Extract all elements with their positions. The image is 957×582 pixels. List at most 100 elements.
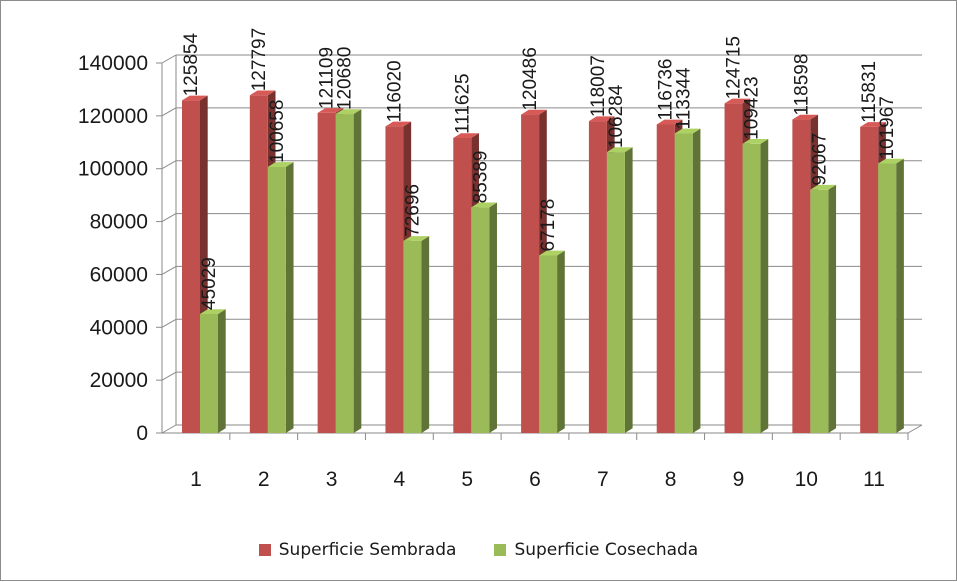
x-tick-label: 4 xyxy=(394,468,406,491)
data-label: 118598 xyxy=(791,54,812,116)
bar-side xyxy=(489,202,497,433)
bar-side xyxy=(218,309,226,433)
y-tick-label: 60000 xyxy=(90,263,148,286)
bar-side xyxy=(828,184,837,433)
bar-side xyxy=(692,128,701,433)
bar-top xyxy=(249,90,276,96)
data-label: 125854 xyxy=(181,33,202,97)
bar xyxy=(453,137,472,433)
bar xyxy=(471,207,490,433)
x-tick-label: 9 xyxy=(733,468,745,491)
bar-top xyxy=(606,147,633,153)
bar-top xyxy=(860,122,886,127)
bar xyxy=(182,100,200,433)
legend-label: Superficie Cosechada xyxy=(514,540,699,560)
bar-top xyxy=(742,139,769,144)
data-label: 120680 xyxy=(335,47,356,110)
x-tick-label: 8 xyxy=(665,468,677,491)
y-tick-label: 40000 xyxy=(90,316,148,339)
x-tick-label: 1 xyxy=(190,468,202,491)
gridline-depth xyxy=(161,213,177,223)
data-label: 116736 xyxy=(656,58,677,120)
data-label: 124715 xyxy=(724,36,745,99)
y-tick-label: 80000 xyxy=(90,211,148,234)
legend-item: Superficie Cosechada xyxy=(494,540,698,560)
bar-top xyxy=(878,158,904,164)
bar-top xyxy=(539,250,565,256)
x-tick-label: 5 xyxy=(461,468,473,491)
bar-side xyxy=(421,236,430,433)
gridline-depth xyxy=(161,424,177,434)
bar xyxy=(724,103,743,434)
data-label: 113344 xyxy=(674,67,695,129)
data-label: 92067 xyxy=(809,133,830,186)
x-tick-label: 6 xyxy=(529,468,541,491)
legend: Superficie Sembrada Superficie Cosechada xyxy=(1,538,956,562)
y-tick-label: 120000 xyxy=(78,105,148,128)
bar-side xyxy=(624,147,633,433)
bar xyxy=(606,152,625,433)
gridline-depth xyxy=(161,54,177,64)
bar-side xyxy=(557,250,565,433)
bar-top xyxy=(792,114,819,120)
data-label: 100658 xyxy=(267,100,288,163)
floor-edge xyxy=(907,424,923,434)
bar-top xyxy=(453,133,479,138)
bar xyxy=(588,121,607,433)
data-label: 111625 xyxy=(452,73,473,134)
data-label: 120486 xyxy=(520,47,541,110)
bar xyxy=(539,255,558,433)
bar xyxy=(335,114,354,433)
y-tick-label: 20000 xyxy=(90,369,148,392)
bar-top xyxy=(403,236,430,241)
y-tick-label: 0 xyxy=(136,422,148,445)
data-label: 116020 xyxy=(384,60,405,122)
bars xyxy=(182,90,904,434)
bar xyxy=(200,313,218,433)
bar xyxy=(742,143,761,433)
data-label: 67178 xyxy=(538,199,559,252)
data-label: 115831 xyxy=(859,61,880,123)
data-label: 109423 xyxy=(742,76,763,139)
bar-side xyxy=(285,162,294,433)
bar-top xyxy=(267,162,294,167)
y-tick-label: 100000 xyxy=(78,158,148,181)
bar-top xyxy=(335,109,362,115)
bar-top xyxy=(471,202,497,208)
gridline-depth xyxy=(161,265,177,275)
bar xyxy=(317,112,336,434)
legend-swatch xyxy=(258,544,271,556)
gridline-depth xyxy=(161,371,177,381)
bar-top xyxy=(588,116,615,122)
data-label: 85389 xyxy=(470,150,491,203)
legend-label: Superficie Sembrada xyxy=(278,540,457,560)
bar xyxy=(249,95,268,433)
bar-top xyxy=(317,108,344,113)
bar xyxy=(878,163,897,433)
bar xyxy=(674,133,693,433)
data-label: 101967 xyxy=(877,96,898,159)
y-tick-label: 140000 xyxy=(78,52,148,75)
x-tick-label: 10 xyxy=(795,468,818,491)
x-tick-label: 11 xyxy=(863,468,885,491)
bar-top xyxy=(385,121,412,127)
gridline-depth xyxy=(161,318,177,328)
data-label: 118007 xyxy=(588,55,609,117)
bar-top xyxy=(724,98,751,104)
bar-side xyxy=(760,139,769,434)
bar-top xyxy=(810,184,837,190)
bar-side xyxy=(896,158,904,433)
x-tick-label: 2 xyxy=(258,468,270,491)
gridline-depth xyxy=(161,160,177,170)
bar-top xyxy=(521,109,547,115)
bar xyxy=(792,119,811,433)
x-tick-label: 3 xyxy=(326,468,338,491)
data-label: 72696 xyxy=(402,184,423,237)
data-label: 127797 xyxy=(249,28,270,91)
data-label: 121109 xyxy=(317,47,338,109)
gridline-depth xyxy=(161,107,177,117)
data-label: 106284 xyxy=(606,84,627,148)
